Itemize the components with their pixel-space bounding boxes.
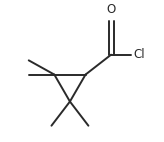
Text: Cl: Cl — [133, 48, 145, 61]
Text: O: O — [106, 3, 116, 16]
